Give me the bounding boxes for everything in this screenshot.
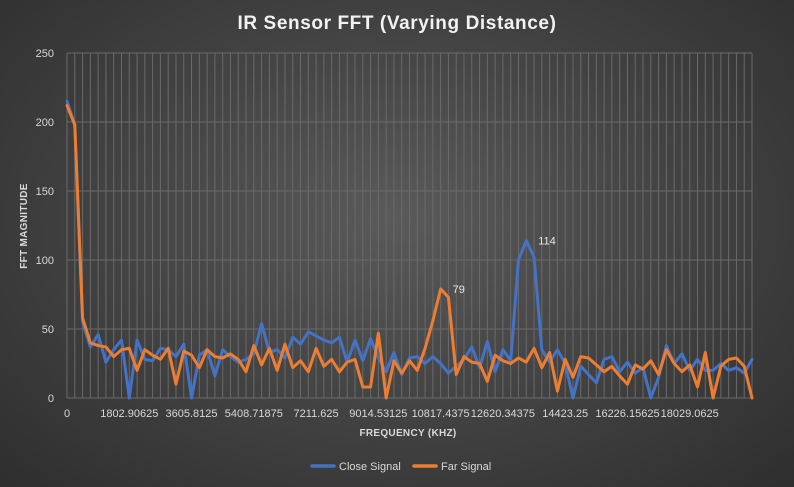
x-tick-label: 1802.90625 [100,408,158,420]
y-tick-label: 200 [36,117,54,129]
x-tick-label: 12620.34375 [471,408,535,420]
data-label-layer: 114 79 [453,236,556,296]
x-tick-label: 16226.15625 [595,408,659,420]
x-axis-title: FREQUENCY (KHZ) [359,428,456,439]
y-tick-label: 50 [42,324,54,336]
x-tick-label: 18029.0625 [661,408,719,420]
far-signal-peak-label: 79 [453,284,465,296]
close-signal-peak-label: 114 [538,236,556,248]
x-tick-label: 0 [64,408,70,420]
close-signal-series-line [65,99,754,400]
y-axis-ticks: 0 50 100 150 200 250 [36,48,54,405]
x-tick-label: 10817.4375 [412,408,470,420]
x-tick-label: 9014.53125 [349,408,407,420]
series-layer [65,99,754,400]
x-tick-label: 5408.71875 [225,408,283,420]
grid-layer [66,52,753,399]
chart-legend: Close Signal Far Signal [310,461,491,473]
chart-title: IR Sensor FFT (Varying Distance) [237,13,556,34]
y-axis-title: FFT MAGNITUDE [19,183,30,269]
y-tick-label: 250 [36,48,54,60]
close-signal-legend-label: Close Signal [339,461,401,473]
y-tick-label: 150 [36,186,54,198]
x-tick-label: 3605.8125 [166,408,218,420]
x-tick-label: 14423.25 [542,408,588,420]
far-signal-legend-label: Far Signal [441,461,491,473]
x-axis-ticks: 0 1802.90625 3605.8125 5408.71875 7211.625 90… [64,408,719,420]
x-tick-label: 7211.625 [294,408,339,420]
y-tick-label: 0 [48,393,54,405]
y-tick-label: 100 [36,255,54,267]
far-signal-series-line [65,103,754,400]
